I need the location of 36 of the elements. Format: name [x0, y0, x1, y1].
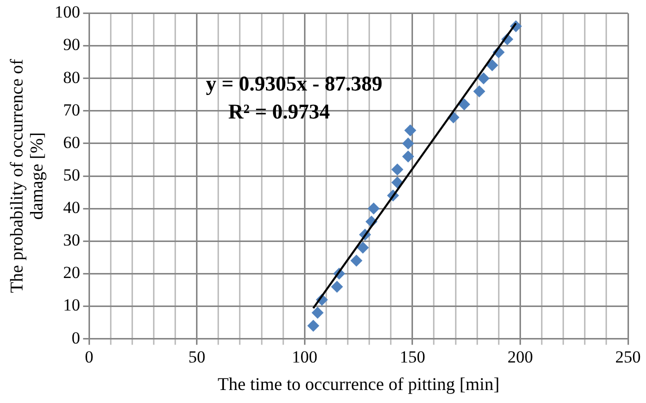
point — [402, 150, 414, 162]
x-tick-label: 50 — [188, 347, 206, 366]
point — [478, 72, 490, 84]
x-tick-label: 200 — [507, 347, 533, 366]
x-tick-label: 150 — [400, 347, 426, 366]
annotation: y = 0.9305x - 87.389 — [206, 72, 382, 96]
point — [356, 242, 369, 254]
y-tick-label: 30 — [63, 230, 80, 250]
x-tick-label: 250 — [615, 347, 641, 366]
point — [312, 306, 324, 319]
point — [330, 280, 343, 293]
point — [391, 176, 404, 189]
y-axis-title: The probability of occurrence of damage [%] — [6, 59, 46, 293]
point — [458, 98, 470, 110]
y-tick-label: 40 — [63, 198, 80, 218]
point — [391, 163, 404, 176]
point — [486, 59, 498, 72]
y-tick-label: 60 — [63, 132, 80, 152]
x-axis-title: The time to occurrence of pitting [min] — [218, 374, 500, 394]
y-tick-label: 50 — [63, 165, 80, 184]
y-tick-label: 20 — [63, 263, 80, 282]
point — [307, 320, 320, 332]
y-tick-label: 90 — [63, 35, 80, 54]
x-tick-label: 0 — [84, 347, 94, 366]
y-tick-label: 0 — [72, 328, 80, 348]
y-tick-label: 10 — [63, 296, 80, 315]
point — [473, 85, 486, 98]
point — [404, 124, 416, 136]
point — [402, 137, 414, 150]
point — [368, 202, 380, 215]
y-tick-label: 80 — [63, 68, 80, 87]
point — [350, 254, 362, 267]
y-tick-label: 70 — [63, 100, 80, 120]
x-tick-label: 100 — [292, 347, 318, 366]
y-tick-label: 100 — [54, 2, 80, 22]
annotation: R² = 0.9734 — [228, 100, 330, 124]
